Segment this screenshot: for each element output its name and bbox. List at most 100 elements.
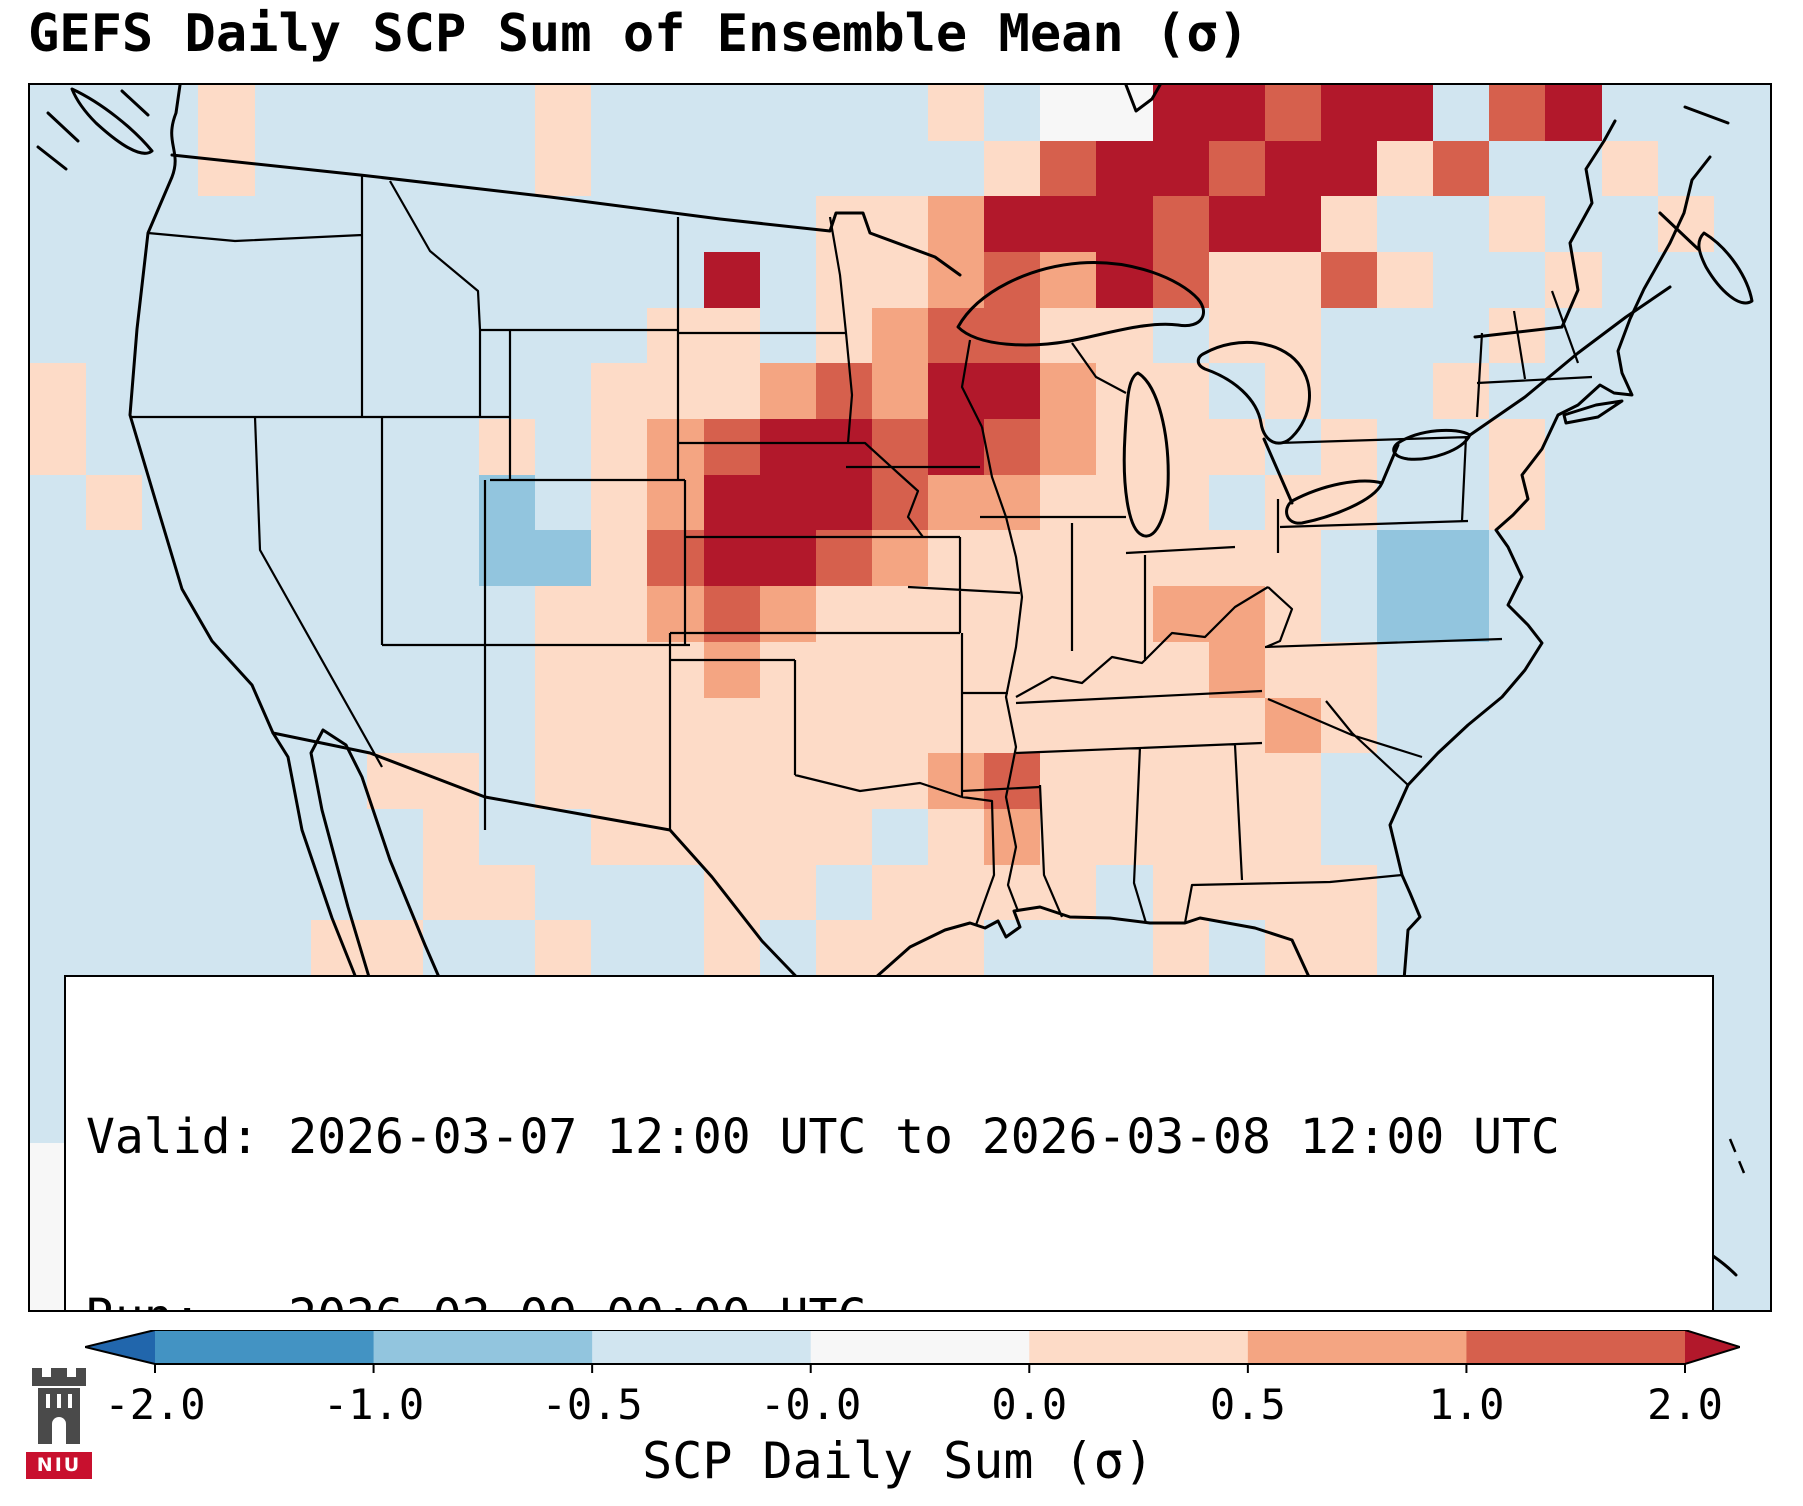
heatmap-cell [1433, 140, 1491, 198]
heatmap-cell [1377, 586, 1434, 643]
heatmap-cell [1152, 586, 1210, 643]
heatmap-cell [422, 196, 480, 253]
heatmap-cell [1377, 474, 1434, 532]
heatmap-cell [1657, 363, 1715, 420]
heatmap-cell [310, 641, 368, 699]
heatmap-cell [759, 864, 817, 921]
heatmap-cell [1489, 474, 1547, 532]
heatmap-cell [1657, 697, 1715, 754]
heatmap-cell [815, 140, 873, 198]
heatmap-cell [1713, 1254, 1770, 1310]
heatmap-cell [815, 252, 873, 309]
heatmap-cell [1713, 641, 1770, 699]
heatmap-cell [1601, 363, 1659, 420]
heatmap-cell [703, 196, 761, 253]
heatmap-cell [198, 85, 256, 142]
heatmap-cell [1208, 196, 1266, 253]
heatmap-cell [1040, 252, 1098, 309]
heatmap-cell [647, 586, 705, 643]
heatmap-cell [479, 252, 536, 309]
heatmap-cell [1264, 641, 1322, 699]
heatmap-cell [30, 864, 87, 921]
heatmap-cell [1096, 864, 1154, 921]
heatmap-cell [1489, 252, 1547, 309]
heatmap-cell [1601, 920, 1659, 977]
colorbar-tick-label: 1.0 [1428, 1380, 1505, 1429]
heatmap-cell [142, 363, 200, 420]
heatmap-cell [366, 307, 424, 365]
niu-logo-text: NIU [26, 1452, 92, 1479]
heatmap-cell [1208, 307, 1266, 365]
heatmap-cell [422, 85, 480, 142]
heatmap-cell [815, 697, 873, 754]
heatmap-cell [1713, 697, 1770, 754]
heatmap-cell [815, 307, 873, 365]
heatmap-cell [1152, 920, 1210, 977]
heatmap-cell [1657, 474, 1715, 532]
heatmap-cell [591, 474, 649, 532]
heatmap-cell [871, 196, 929, 253]
heatmap-cell [647, 363, 705, 420]
heatmap-cell [1377, 307, 1434, 365]
heatmap-cell [30, 252, 87, 309]
heatmap-cell [310, 363, 368, 420]
heatmap-cell [984, 307, 1042, 365]
heatmap-cell [703, 586, 761, 643]
heatmap-cell [535, 419, 592, 476]
heatmap-cell [198, 363, 256, 420]
heatmap-cell [871, 920, 929, 977]
heatmap-cell [1601, 474, 1659, 532]
heatmap-cell [1433, 252, 1491, 309]
heatmap-cell [86, 307, 143, 365]
heatmap-cell [928, 864, 985, 921]
heatmap-cell [1713, 530, 1770, 587]
heatmap-cell [703, 697, 761, 754]
heatmap-cell [591, 586, 649, 643]
heatmap-cell [1489, 530, 1547, 587]
heatmap-cell [1433, 530, 1491, 587]
heatmap-cell [928, 474, 985, 532]
heatmap-cell [1320, 753, 1378, 810]
heatmap-cell [928, 753, 985, 810]
heatmap-cell [1040, 697, 1098, 754]
heatmap-cell [1601, 196, 1659, 253]
heatmap-cell [479, 864, 536, 921]
heatmap-cell [1152, 753, 1210, 810]
heatmap-cell [254, 252, 312, 309]
heatmap-cell [366, 363, 424, 420]
heatmap-cell [1545, 586, 1603, 643]
heatmap-cell [535, 753, 592, 810]
heatmap-cell [1657, 753, 1715, 810]
heatmap-cell [1320, 419, 1378, 476]
heatmap-cell [1096, 252, 1154, 309]
heatmap-cell [871, 85, 929, 142]
heatmap-cell [535, 586, 592, 643]
heatmap-cell [86, 474, 143, 532]
heatmap-cell [703, 641, 761, 699]
heatmap-cell [535, 808, 592, 866]
heatmap-cell [815, 864, 873, 921]
heatmap-cell [1377, 419, 1434, 476]
heatmap-cell [1152, 808, 1210, 866]
heatmap-cell [984, 697, 1042, 754]
heatmap-cell [1264, 474, 1322, 532]
heatmap-cell [1377, 140, 1434, 198]
heatmap-cell [1713, 140, 1770, 198]
heatmap-cell [591, 808, 649, 866]
heatmap-cell [1433, 419, 1491, 476]
heatmap-cell [984, 641, 1042, 699]
heatmap-cell [928, 363, 985, 420]
heatmap-cell [1320, 363, 1378, 420]
heatmap-cell [1096, 474, 1154, 532]
heatmap-cell [1208, 586, 1266, 643]
heatmap-cell [535, 530, 592, 587]
heatmap-cell [366, 920, 424, 977]
heatmap-cell [30, 474, 87, 532]
heatmap-cell [871, 474, 929, 532]
heatmap-cell [1208, 85, 1266, 142]
heatmap-cell [1545, 85, 1603, 142]
heatmap-cell [30, 196, 87, 253]
heatmap-cell [1545, 307, 1603, 365]
heatmap-cell [422, 864, 480, 921]
heatmap-cell [1713, 920, 1770, 977]
